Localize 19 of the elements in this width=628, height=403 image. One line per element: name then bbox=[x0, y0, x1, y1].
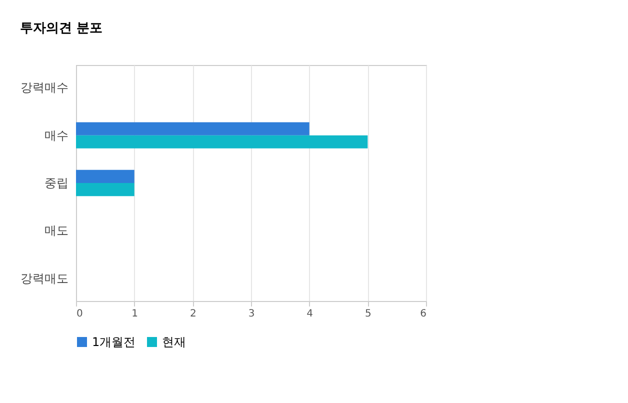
y-tick-label: 매도 bbox=[44, 224, 68, 238]
x-tick-label: 2 bbox=[190, 308, 196, 320]
bar bbox=[76, 135, 368, 148]
bar bbox=[76, 183, 134, 196]
x-tick-label: 5 bbox=[364, 308, 372, 320]
legend-label: 현재 bbox=[162, 335, 186, 349]
x-tick-label: 6 bbox=[420, 308, 426, 320]
bar bbox=[76, 170, 134, 183]
bar bbox=[76, 122, 310, 136]
x-tick-label: 0 bbox=[76, 308, 83, 320]
chart-title: 투자의견 분포 bbox=[20, 21, 103, 36]
x-tick-label: 4 bbox=[306, 308, 314, 320]
legend-label: 1개월전 bbox=[92, 335, 136, 349]
x-tick-label: 1 bbox=[132, 308, 138, 320]
y-tick-label: 강력매수 bbox=[20, 80, 68, 95]
x-tick-label: 3 bbox=[248, 308, 255, 320]
y-tick-label: 매수 bbox=[44, 128, 68, 142]
y-tick-label: 중립 bbox=[44, 176, 68, 190]
y-tick-label: 강력매도 bbox=[20, 271, 68, 286]
